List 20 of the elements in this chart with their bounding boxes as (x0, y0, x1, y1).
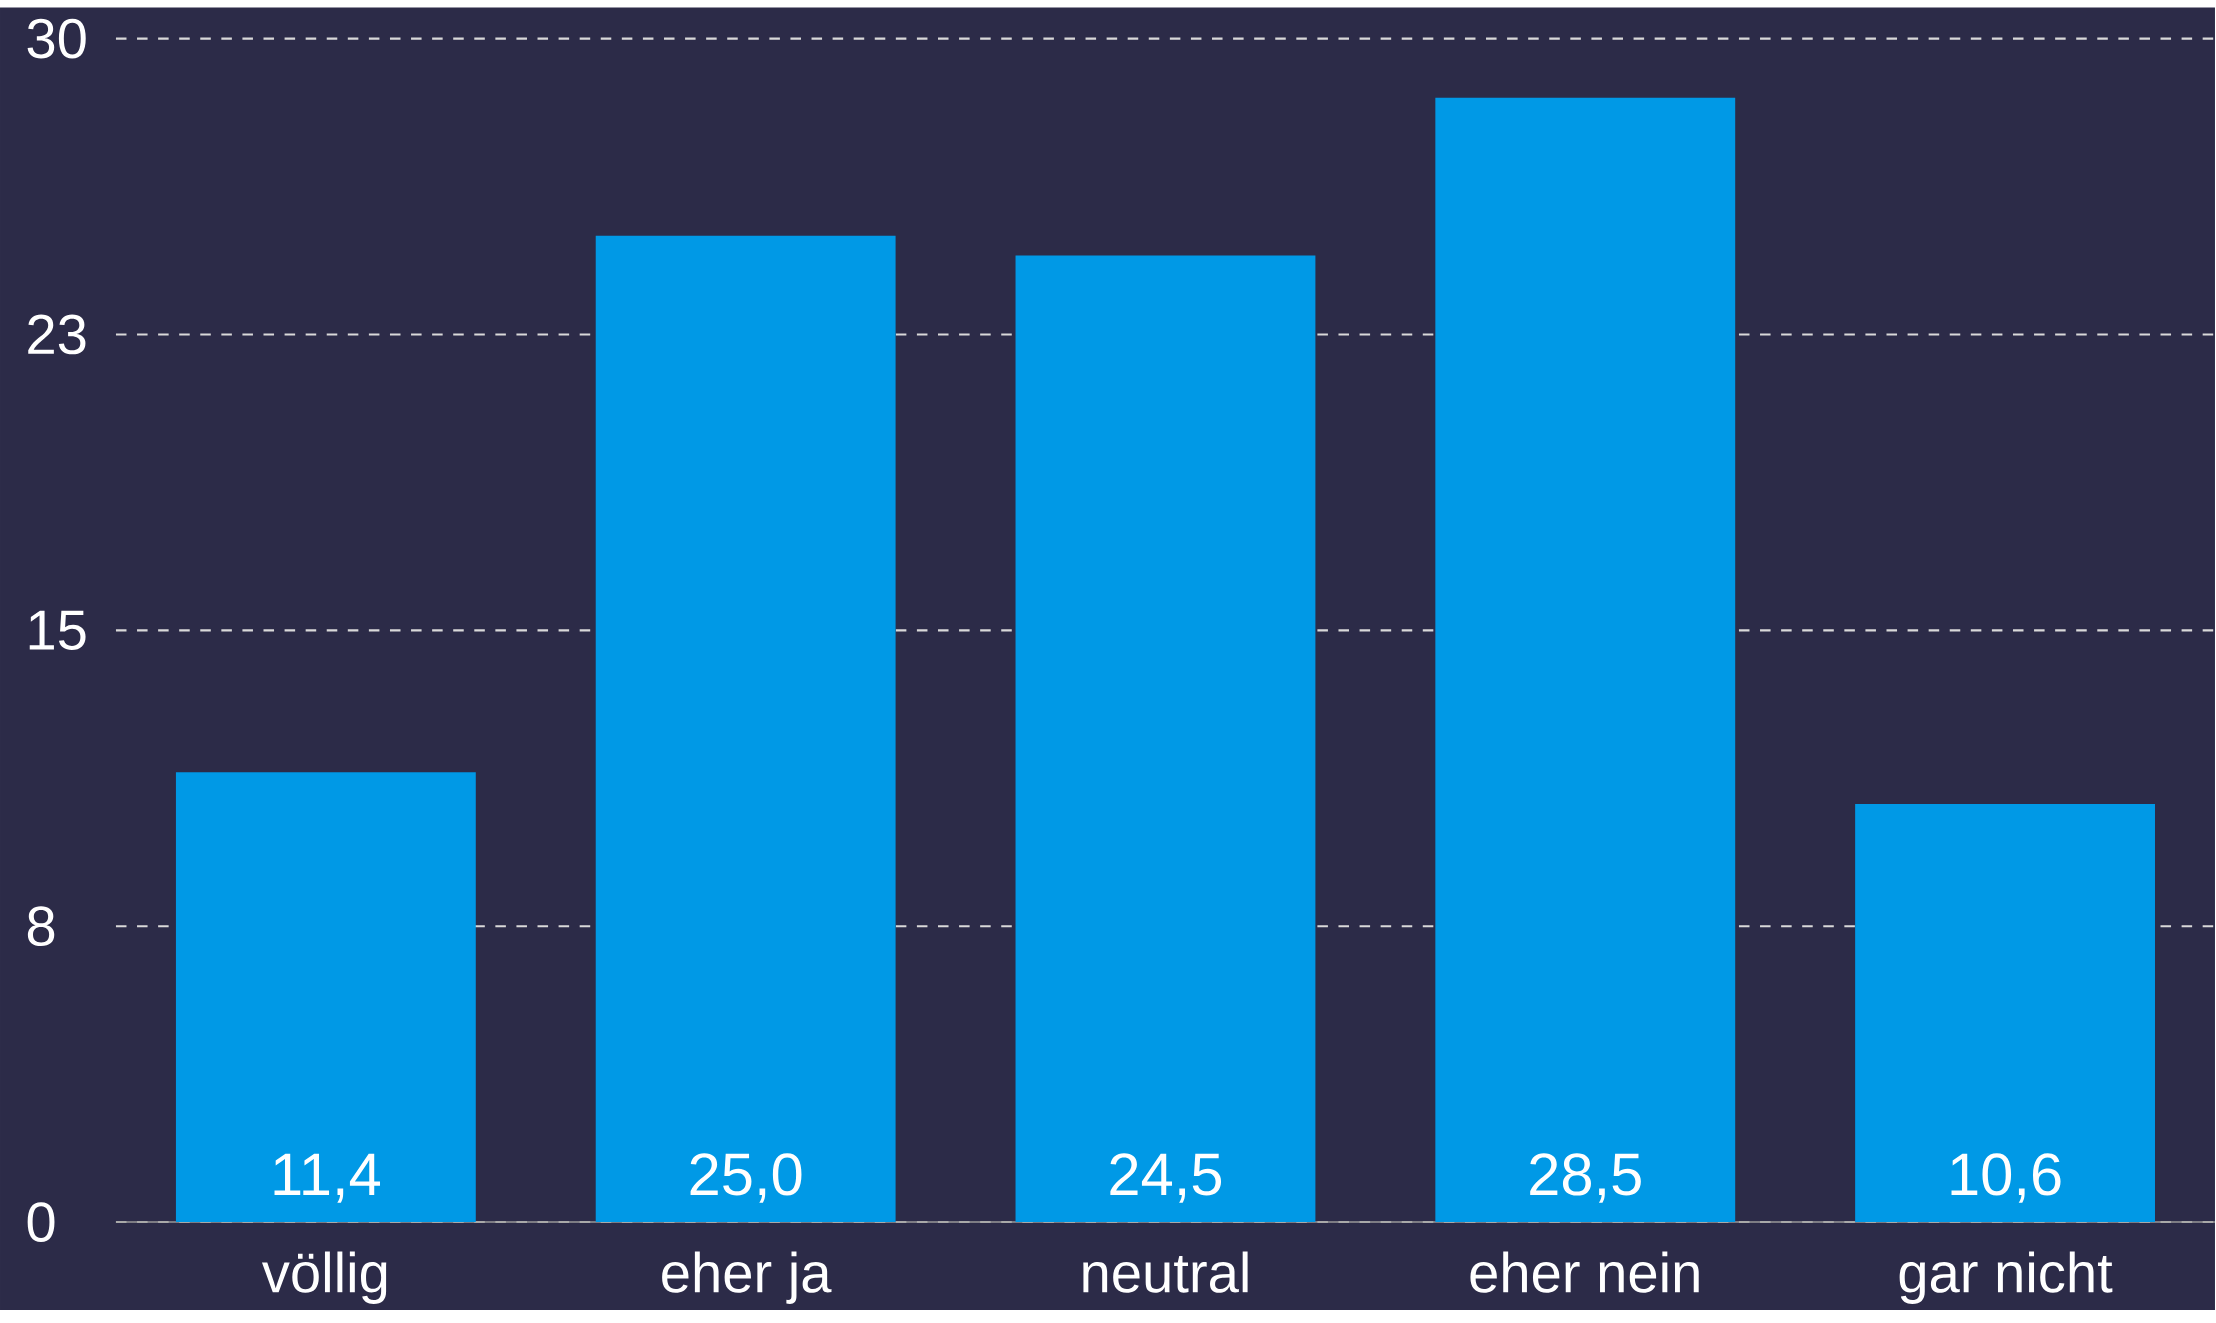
y-tick-label: 15 (29, 610, 86, 651)
data-label: 10,6 (1951, 1153, 2061, 1203)
x-tick-label: eher nein (1470, 1251, 1699, 1293)
bar (1855, 804, 2155, 1223)
bar (1435, 97, 1736, 1223)
x-tick-label: völlig (261, 1251, 387, 1305)
y-tick-label: 0 (27, 1202, 55, 1243)
x-tick-label: neutral (1083, 1251, 1248, 1293)
y-tick-label: 8 (27, 906, 55, 947)
x-tick-label: eher ja (662, 1251, 832, 1305)
data-label: 25,0 (690, 1153, 802, 1203)
x-tick-label: gar nicht (1899, 1251, 2113, 1305)
bar (595, 236, 896, 1223)
data-label: 24,5 (1110, 1153, 1222, 1203)
y-tick-label: 23 (28, 314, 86, 355)
y-tick-label: 30 (27, 18, 86, 59)
bar (175, 772, 476, 1223)
bar (1015, 255, 1316, 1223)
data-label: 28,5 (1530, 1153, 1641, 1203)
data-label: 11,4 (274, 1154, 381, 1203)
